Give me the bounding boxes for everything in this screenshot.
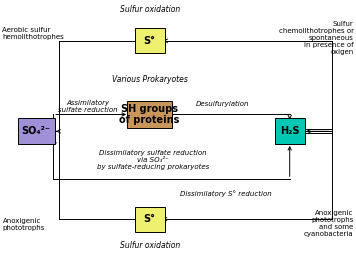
Text: S°: S° bbox=[143, 214, 156, 224]
Text: Dissimilatory sulfate reduction
via SO₃²⁻
by sulfate-reducing prokaryotes: Dissimilatory sulfate reduction via SO₃²… bbox=[97, 150, 209, 170]
Text: Sulfur oxidation: Sulfur oxidation bbox=[120, 240, 180, 250]
Text: Aerobic sulfur
hemolithotrophes: Aerobic sulfur hemolithotrophes bbox=[2, 27, 64, 40]
Text: SH groups
of proteins: SH groups of proteins bbox=[120, 104, 180, 125]
Text: H₂S: H₂S bbox=[280, 126, 299, 136]
FancyBboxPatch shape bbox=[17, 118, 55, 144]
Text: SO₄²⁻: SO₄²⁻ bbox=[22, 126, 51, 136]
Text: Dissimilatory S° reduction: Dissimilatory S° reduction bbox=[180, 190, 272, 197]
Text: Assimilatory
sulfate reduction: Assimilatory sulfate reduction bbox=[58, 100, 117, 113]
FancyBboxPatch shape bbox=[135, 207, 165, 231]
Text: Sulfur oxidation: Sulfur oxidation bbox=[120, 5, 180, 14]
FancyBboxPatch shape bbox=[127, 101, 172, 128]
Text: Anoxigenic
phototrophs: Anoxigenic phototrophs bbox=[2, 218, 45, 231]
Text: Various Prokaryotes: Various Prokaryotes bbox=[112, 75, 188, 84]
Text: Anoxigenic
phototrophs
and some
cyanobacteria: Anoxigenic phototrophs and some cyanobac… bbox=[304, 210, 354, 237]
FancyBboxPatch shape bbox=[135, 29, 165, 53]
Text: Desulfurylation: Desulfurylation bbox=[195, 101, 249, 107]
FancyBboxPatch shape bbox=[274, 118, 305, 144]
Text: S°: S° bbox=[143, 36, 156, 46]
Text: Sulfur
chemolithotrophes or
spontaneous
in presence of
oxigen: Sulfur chemolithotrophes or spontaneous … bbox=[278, 21, 354, 55]
